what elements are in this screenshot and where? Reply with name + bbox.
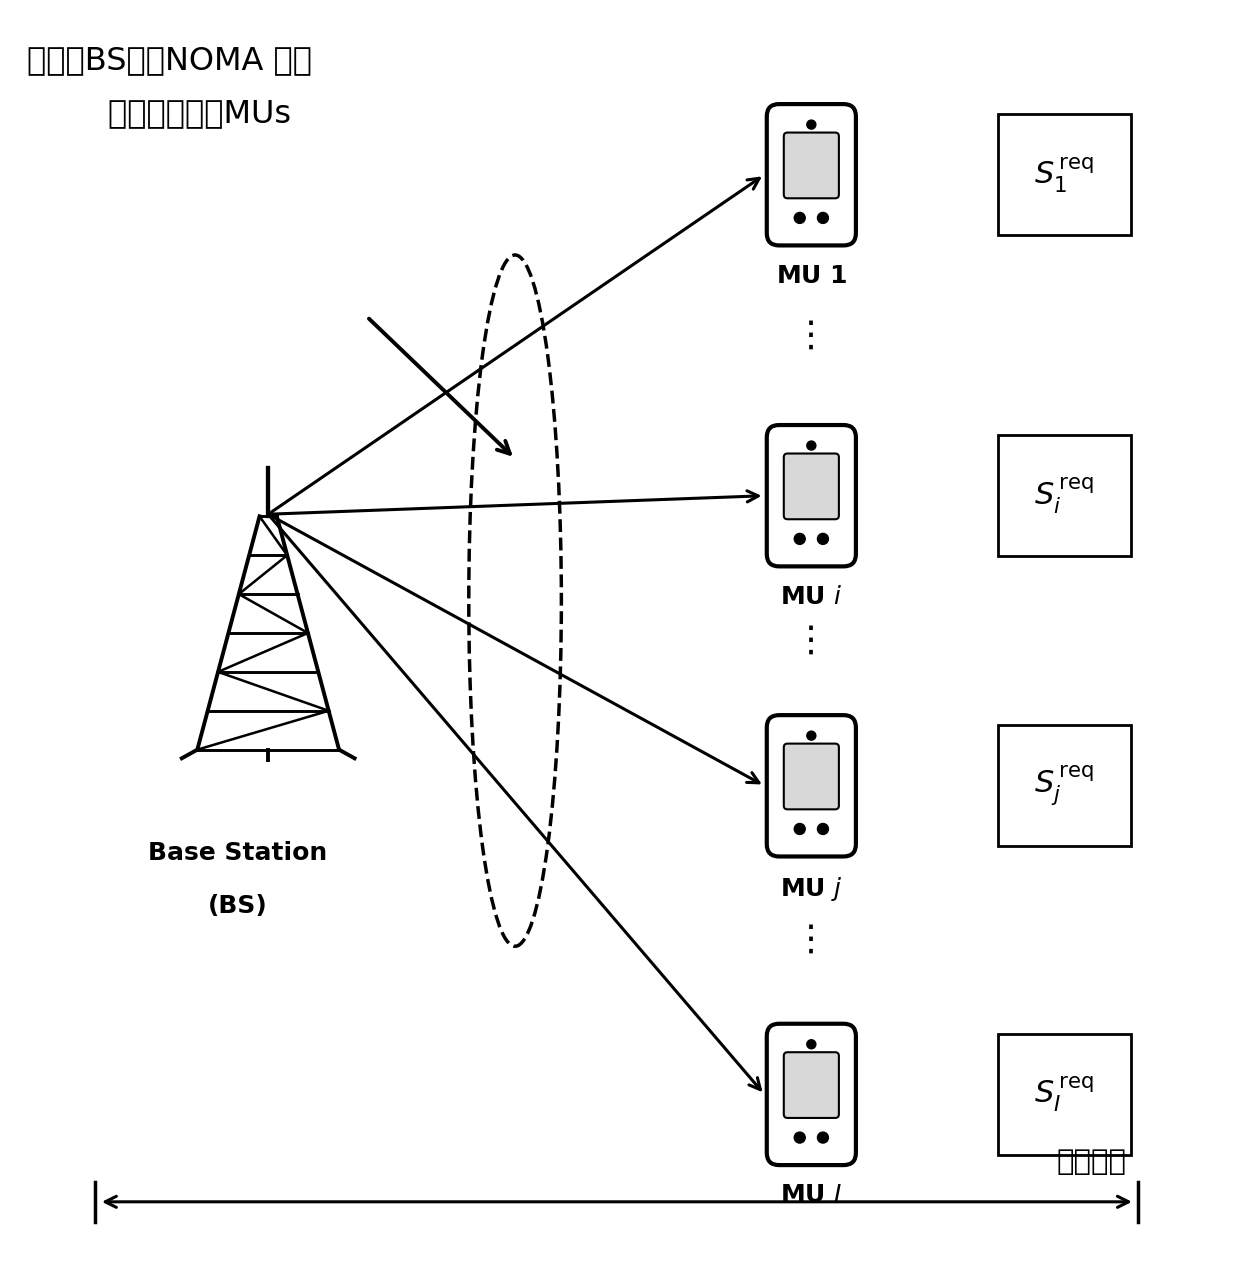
Text: ⋮: ⋮ xyxy=(794,624,830,658)
Text: 传输时间: 传输时间 xyxy=(1056,1148,1126,1176)
Circle shape xyxy=(807,120,816,129)
Circle shape xyxy=(817,1132,828,1143)
Text: (BS): (BS) xyxy=(207,894,267,918)
Circle shape xyxy=(807,441,816,450)
Text: Base Station: Base Station xyxy=(148,841,327,865)
Circle shape xyxy=(795,533,805,544)
Bar xyxy=(998,725,1131,846)
Circle shape xyxy=(795,212,805,224)
Circle shape xyxy=(817,823,828,835)
FancyBboxPatch shape xyxy=(784,1052,839,1118)
FancyBboxPatch shape xyxy=(784,453,839,519)
Text: 下行：BS使用NOMA 技术: 下行：BS使用NOMA 技术 xyxy=(27,45,312,76)
Text: 发送数据量到MUs: 发送数据量到MUs xyxy=(27,99,291,129)
Bar xyxy=(998,436,1131,556)
Text: $S_{j}^{\,\mathrm{req}}$: $S_{j}^{\,\mathrm{req}}$ xyxy=(1034,764,1095,808)
Text: ⋮: ⋮ xyxy=(794,318,830,352)
Text: $S_{I}^{\,\mathrm{req}}$: $S_{I}^{\,\mathrm{req}}$ xyxy=(1034,1075,1095,1114)
Circle shape xyxy=(807,731,816,740)
Text: $S_{i}^{\,\mathrm{req}}$: $S_{i}^{\,\mathrm{req}}$ xyxy=(1034,476,1095,515)
Circle shape xyxy=(795,1132,805,1143)
FancyBboxPatch shape xyxy=(766,715,856,856)
FancyBboxPatch shape xyxy=(784,133,839,198)
Text: $\mathbf{MU}\ \mathit{j}$: $\mathbf{MU}\ \mathit{j}$ xyxy=(780,875,842,903)
FancyBboxPatch shape xyxy=(766,1024,856,1164)
Circle shape xyxy=(795,823,805,835)
FancyBboxPatch shape xyxy=(784,744,839,810)
FancyBboxPatch shape xyxy=(766,104,856,245)
Bar xyxy=(998,1034,1131,1154)
Circle shape xyxy=(817,212,828,224)
Text: $\mathbf{MU\ 1}$: $\mathbf{MU\ 1}$ xyxy=(776,264,847,288)
Text: $S_{1}^{\,\mathrm{req}}$: $S_{1}^{\,\mathrm{req}}$ xyxy=(1034,155,1095,195)
Text: $\mathbf{MU}\ \mathit{I}$: $\mathbf{MU}\ \mathit{I}$ xyxy=(780,1183,842,1207)
Circle shape xyxy=(817,533,828,544)
Text: $\mathbf{MU}\ \mathit{i}$: $\mathbf{MU}\ \mathit{i}$ xyxy=(780,585,842,609)
Bar xyxy=(998,114,1131,235)
Text: ⋮: ⋮ xyxy=(794,923,830,957)
FancyBboxPatch shape xyxy=(766,426,856,566)
Circle shape xyxy=(807,1039,816,1048)
